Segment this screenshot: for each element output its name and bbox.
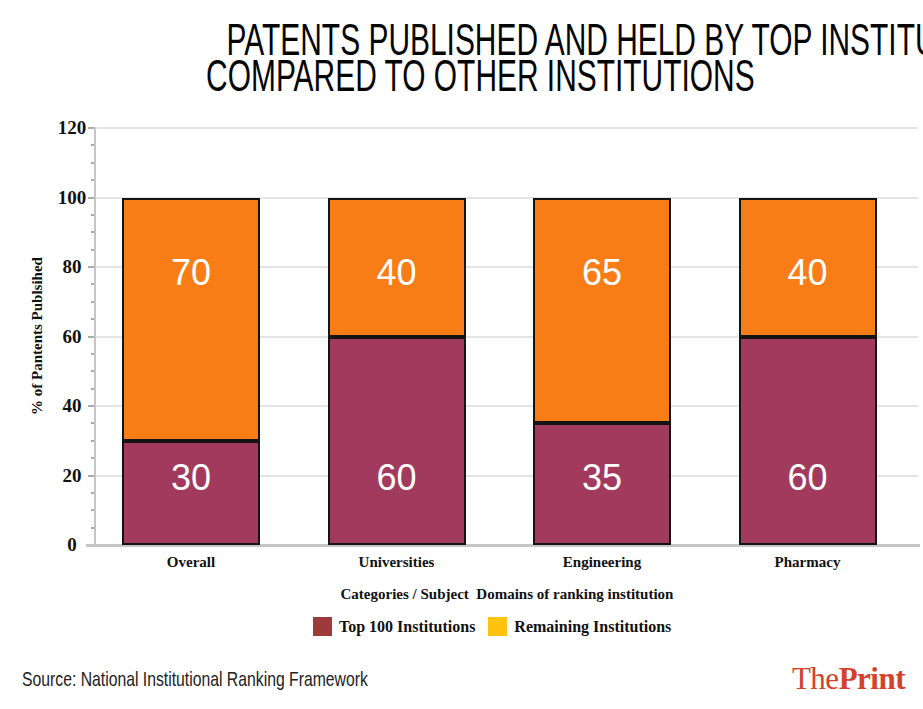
bar-engineering-remaining-segment [533,198,671,424]
y-tick-label: 80 [44,255,100,279]
bar-engineering-top100-value: 35 [582,458,622,498]
infographic-page: PATENTS PUBLISHED AND HELD BY TOP INSTIT… [0,0,923,709]
y-axis-title: % of Pantents Publsihed [29,257,46,415]
y-tick-label: 100 [44,186,100,210]
category-label-universities: Universities [359,554,435,571]
legend-item-top100: Top 100 Institutions [313,617,475,636]
legend-label-top100: Top 100 Institutions [339,618,475,636]
bar-pharmacy-remaining-value: 40 [787,253,827,293]
bar-universities-top100-value: 60 [376,458,416,498]
y-tick-label: 40 [44,394,100,418]
y-tick-label: 20 [44,464,100,488]
legend-swatch-top100 [313,617,332,636]
source-note: Source: National Institutional Ranking F… [22,667,368,691]
stacked-bar-chart: % of Pantents Publsihed Categories / Sub… [0,0,923,709]
y-tick-label: 60 [44,325,100,349]
category-label-pharmacy: Pharmacy [775,554,841,571]
bar-universities-remaining-value: 40 [376,253,416,293]
category-label-engineering: Engineering [563,554,641,571]
legend-label-remaining: Remaining Institutions [514,618,671,636]
theprint-logo-print: Print [839,661,905,696]
category-label-overall: Overall [167,554,215,571]
y-axis-line [94,128,96,546]
x-axis-title: Categories / Subject Domains of ranking … [341,586,674,603]
legend-swatch-remaining [488,617,507,636]
bar-pharmacy-top100-segment [739,337,877,546]
legend: Top 100 Institutions Remaining Instituti… [313,617,671,636]
bar-universities-top100-segment [328,337,466,546]
legend-item-remaining: Remaining Institutions [488,617,671,636]
bar-pharmacy-top100-value: 60 [787,458,827,498]
theprint-logo: ThePrint [792,661,905,697]
bar-overall-remaining-segment [122,198,260,441]
bar-overall-remaining-value: 70 [171,253,211,293]
theprint-logo-the: The [792,661,839,696]
bar-overall-top100-value: 30 [171,458,211,498]
bar-engineering-remaining-value: 65 [582,253,622,293]
y-tick-label: 120 [44,116,100,140]
gridline [95,127,918,129]
